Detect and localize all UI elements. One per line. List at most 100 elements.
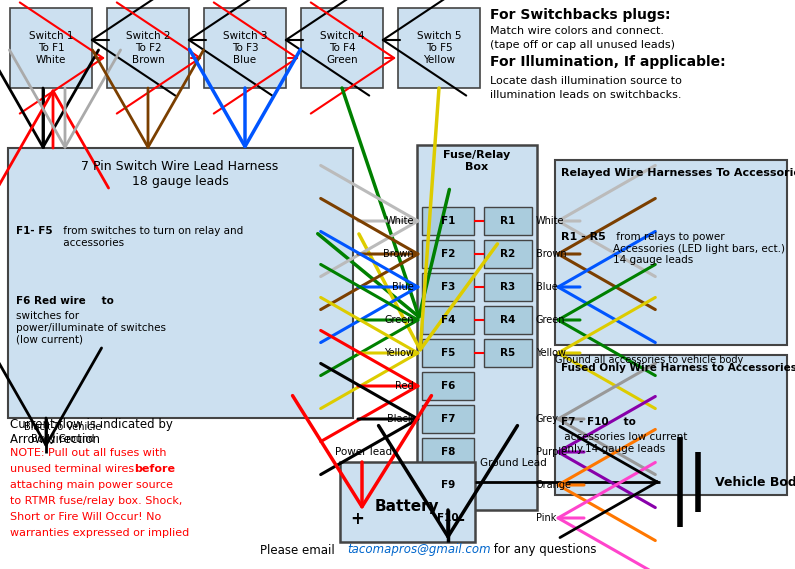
Text: accessories low current
only.14 gauge leads: accessories low current only.14 gauge le… — [561, 432, 688, 453]
Text: F5: F5 — [440, 348, 456, 358]
Bar — [422, 372, 474, 400]
Text: R1 - R5: R1 - R5 — [561, 232, 606, 242]
Bar — [422, 504, 474, 532]
Text: R2: R2 — [500, 249, 516, 259]
Text: Blue: Blue — [536, 282, 558, 292]
Text: R4: R4 — [500, 315, 516, 325]
Bar — [301, 8, 383, 88]
Text: warranties expressed or implied: warranties expressed or implied — [10, 528, 189, 538]
Text: F2: F2 — [440, 249, 456, 259]
Text: illumination leads on switchbacks.: illumination leads on switchbacks. — [490, 90, 681, 100]
Text: 7 Pin Switch Wire Lead Harness
18 gauge leads: 7 Pin Switch Wire Lead Harness 18 gauge … — [81, 160, 278, 188]
Text: to: to — [620, 417, 636, 427]
Bar — [484, 306, 532, 334]
Bar — [10, 8, 92, 88]
Text: for any questions: for any questions — [490, 543, 596, 556]
Bar — [398, 8, 480, 88]
Text: Black: Black — [387, 414, 414, 424]
Text: Switch 2
To F2
Brown: Switch 2 To F2 Brown — [126, 31, 170, 65]
Text: For Illumination, If applicable:: For Illumination, If applicable: — [490, 55, 726, 69]
Bar — [422, 471, 474, 499]
Bar — [340, 462, 475, 542]
Bar — [484, 207, 532, 235]
Text: R1: R1 — [500, 216, 516, 226]
Text: Battery: Battery — [374, 500, 440, 514]
Text: F6 Red wire: F6 Red wire — [16, 296, 86, 306]
Text: For Switchbacks plugs:: For Switchbacks plugs: — [490, 8, 670, 22]
Text: Power lead: Power lead — [335, 447, 392, 457]
Text: R5: R5 — [500, 348, 516, 358]
Text: F7: F7 — [440, 414, 456, 424]
Text: Green: Green — [385, 315, 414, 325]
Text: Please email: Please email — [260, 543, 339, 556]
Text: Short or Fire Will Occur! No: Short or Fire Will Occur! No — [10, 512, 161, 522]
Text: R3: R3 — [500, 282, 516, 292]
Bar — [422, 339, 474, 367]
Text: −: − — [451, 510, 465, 528]
Text: F10: F10 — [437, 513, 459, 523]
Bar — [422, 306, 474, 334]
Text: Switch 1
To F1
White: Switch 1 To F1 White — [29, 31, 73, 65]
Text: Purple: Purple — [536, 447, 567, 457]
Text: Fuse/Relay
Box: Fuse/Relay Box — [444, 150, 510, 172]
Text: before: before — [134, 464, 175, 474]
Text: Current flow is indicated by
Arrow direction: Current flow is indicated by Arrow direc… — [10, 418, 173, 446]
Text: F9: F9 — [441, 480, 455, 490]
Bar — [484, 273, 532, 301]
Text: Switch 4
To F4
Green: Switch 4 To F4 Green — [320, 31, 364, 65]
Text: F7 - F10: F7 - F10 — [561, 417, 609, 427]
Text: Grey: Grey — [536, 414, 559, 424]
Text: Brown: Brown — [536, 249, 567, 259]
Text: NOTE: Pull out all fuses with: NOTE: Pull out all fuses with — [10, 448, 166, 458]
Bar — [422, 438, 474, 466]
Text: Blue: Blue — [392, 282, 414, 292]
Text: F4: F4 — [440, 315, 456, 325]
Text: Brown: Brown — [383, 249, 414, 259]
Bar — [422, 207, 474, 235]
Text: Red: Red — [395, 381, 414, 391]
Text: Switch 3
To F3
Blue: Switch 3 To F3 Blue — [223, 31, 267, 65]
Text: White: White — [536, 216, 564, 226]
Text: F3: F3 — [440, 282, 456, 292]
Text: +: + — [350, 510, 364, 528]
Bar — [484, 339, 532, 367]
Text: F8: F8 — [440, 447, 456, 457]
Text: Black-To Vehicle
Body Ground: Black-To Vehicle Body Ground — [25, 422, 102, 444]
Text: Vehicle Body Ground: Vehicle Body Ground — [715, 476, 795, 489]
Bar — [555, 160, 787, 345]
Bar — [204, 8, 286, 88]
Text: Ground Lead: Ground Lead — [480, 458, 547, 468]
Bar — [107, 8, 189, 88]
Text: from relays to power
Accessories (LED light bars, ect.)
14 gauge leads: from relays to power Accessories (LED li… — [613, 232, 785, 265]
Text: Yellow: Yellow — [384, 348, 414, 358]
Bar — [422, 273, 474, 301]
Text: Relayed Wire Harnesses To Accessories: Relayed Wire Harnesses To Accessories — [561, 168, 795, 178]
Text: F6: F6 — [440, 381, 456, 391]
Text: from switches to turn on relay and
 accessories: from switches to turn on relay and acces… — [60, 226, 243, 248]
Bar — [484, 240, 532, 268]
Text: to: to — [98, 296, 114, 306]
Text: tacomapros@gmail.com: tacomapros@gmail.com — [347, 543, 491, 556]
Text: Pink: Pink — [536, 513, 556, 523]
Bar — [555, 355, 787, 495]
Text: switches for
power/illuminate of switches
(low current): switches for power/illuminate of switche… — [16, 311, 166, 344]
Text: Match wire colors and connect.: Match wire colors and connect. — [490, 26, 664, 36]
Bar — [8, 148, 353, 418]
Text: to RTMR fuse/relay box. Shock,: to RTMR fuse/relay box. Shock, — [10, 496, 182, 506]
Bar — [417, 145, 537, 510]
Text: Yellow: Yellow — [536, 348, 566, 358]
Text: Green: Green — [536, 315, 565, 325]
Text: Switch 5
To F5
Yellow: Switch 5 To F5 Yellow — [417, 31, 461, 65]
Text: Locate dash illumination source to: Locate dash illumination source to — [490, 76, 682, 86]
Text: F1- F5: F1- F5 — [16, 226, 52, 236]
Bar — [422, 240, 474, 268]
Text: Fused Only Wire Harness to Accessories: Fused Only Wire Harness to Accessories — [561, 363, 795, 373]
Text: F1: F1 — [440, 216, 456, 226]
Text: (tape off or cap all unused leads): (tape off or cap all unused leads) — [490, 40, 675, 50]
Text: Orange: Orange — [536, 480, 572, 490]
Text: White: White — [386, 216, 414, 226]
Text: unused terminal wires: unused terminal wires — [10, 464, 138, 474]
Text: attaching main power source: attaching main power source — [10, 480, 173, 490]
Text: Ground all accessories to vehicle body: Ground all accessories to vehicle body — [555, 355, 743, 365]
Bar — [422, 405, 474, 433]
